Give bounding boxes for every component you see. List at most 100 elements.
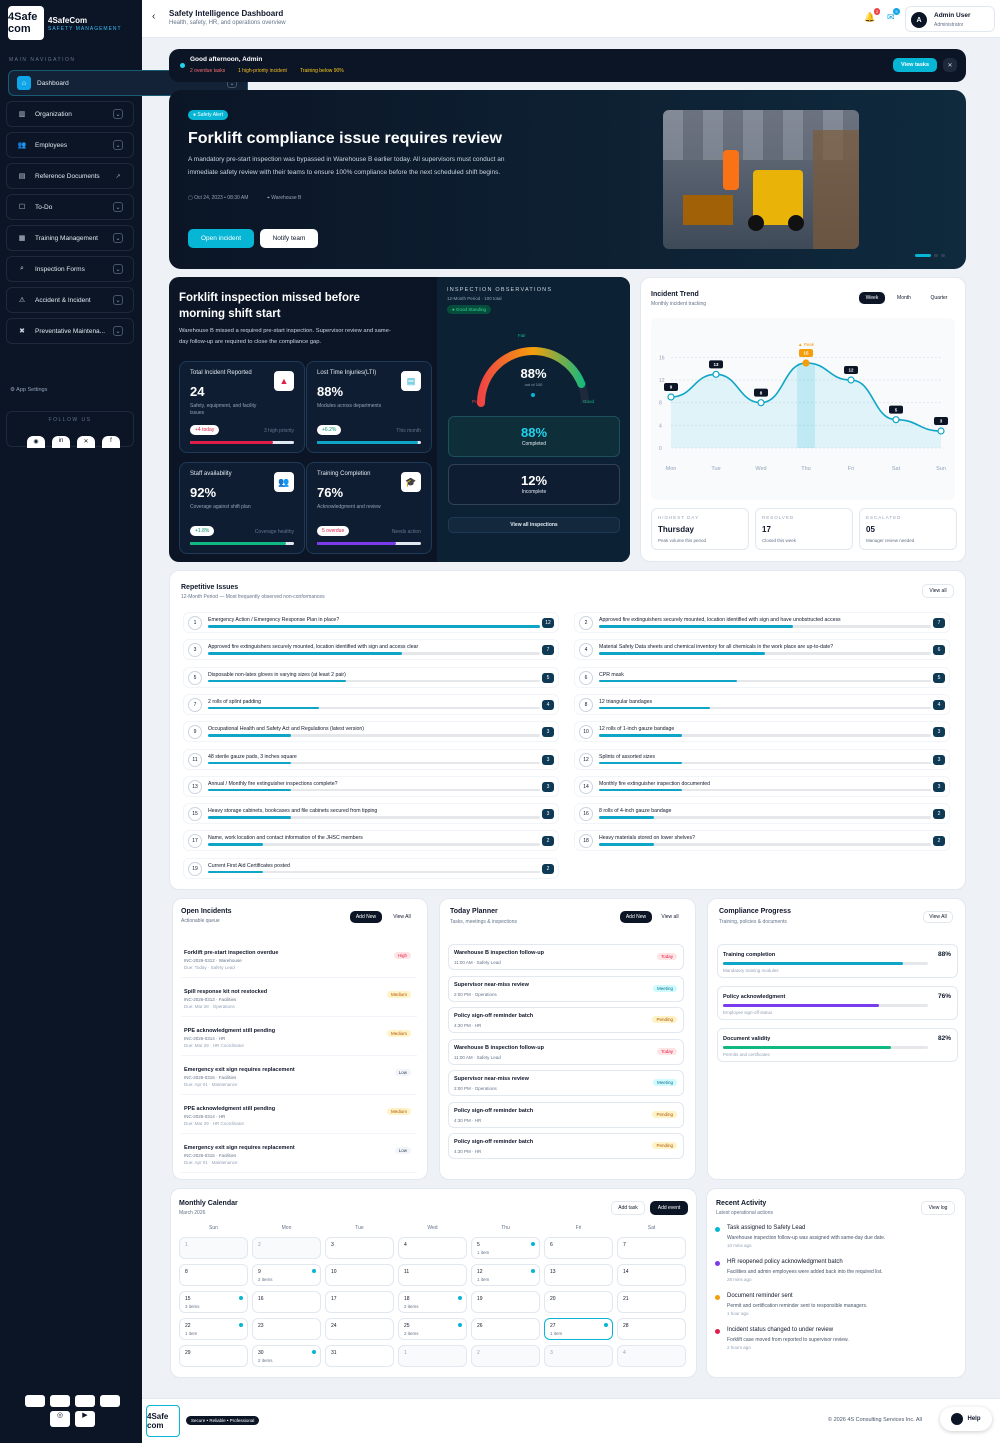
x-icon[interactable]: ✕ (77, 436, 95, 448)
add-new-task-button[interactable]: Add New (620, 911, 652, 923)
calendar-day[interactable]: 17 (325, 1291, 394, 1313)
list-item[interactable]: 17 Name, work location and contact inform… (183, 830, 559, 852)
planner-item[interactable]: Policy sign-off reminder batch 4:30 PM · … (448, 1101, 684, 1128)
tab-week[interactable]: Week (859, 292, 885, 304)
carousel-dot[interactable] (934, 254, 938, 257)
list-item[interactable]: 4 Material Safety Data sheets and chemica… (574, 639, 950, 661)
external-link-icon[interactable]: ↗ (115, 173, 121, 180)
calendar-day[interactable]: 10 (325, 1264, 394, 1286)
list-item[interactable]: 8 12 triangular bandages 4 (574, 693, 950, 715)
calendar-day[interactable]: 16 (252, 1291, 321, 1313)
incident-row[interactable]: Spill response kit not restocked INC-2026… (181, 985, 417, 1017)
list-item[interactable]: 15 Heavy storage cabinets, bookcases and … (183, 803, 559, 825)
view-all-button[interactable]: View all (922, 584, 954, 598)
brand-logo[interactable]: 4Safe com (8, 6, 44, 40)
calendar-day[interactable]: 23 (252, 1318, 321, 1340)
compliance-item[interactable]: Training completion 88% Mandatory training… (717, 944, 958, 978)
calendar-day[interactable]: 15 3 items (179, 1291, 248, 1313)
view-all-inspections-button[interactable]: View all inspections (448, 517, 620, 533)
messages-icon[interactable]: ✉ 5 (887, 8, 900, 22)
tab-quarter[interactable]: Quarter (930, 295, 948, 301)
calendar-day[interactable]: 8 (179, 1264, 248, 1286)
view-tasks-button[interactable]: View tasks (893, 58, 937, 72)
calendar-day[interactable]: 24 (325, 1318, 394, 1340)
chevron-down-icon[interactable]: ⌄ (113, 295, 123, 305)
social-button[interactable] (50, 1395, 70, 1407)
trend-point[interactable] (757, 399, 765, 407)
calendar-day[interactable]: 4 (617, 1345, 686, 1367)
back-arrow-icon[interactable]: ‹ (152, 11, 156, 22)
sidebar-item-6[interactable]: ⌕ Inspection Forms ⌄ (6, 256, 134, 282)
trend-point[interactable] (802, 359, 810, 367)
view-all-incidents-button[interactable]: View All (393, 914, 411, 920)
calendar-day[interactable]: 11 (398, 1264, 467, 1286)
planner-item[interactable]: Supervisor near-miss review 2:00 PM · Ope… (448, 1070, 684, 1096)
tab-month[interactable]: Month (897, 295, 911, 301)
view-log-button[interactable]: View log (921, 1201, 955, 1215)
close-icon[interactable]: ✕ (943, 58, 957, 72)
globe-icon[interactable]: ◉ (27, 436, 45, 448)
carousel-dot-active[interactable] (915, 254, 931, 257)
list-item[interactable]: 14 Monthly fire extinguisher inspection d… (574, 775, 950, 797)
notification-icon[interactable]: 🔔 2 (864, 8, 881, 22)
list-item[interactable]: 5 Disposable non-latex gloves in varying … (183, 666, 559, 688)
activity-item[interactable]: Task assigned to Safety Lead Warehouse in… (715, 1225, 955, 1255)
calendar-day[interactable]: 26 (471, 1318, 540, 1340)
calendar-day[interactable]: 29 (179, 1345, 248, 1367)
youtube-icon[interactable]: ▶ (75, 1411, 95, 1427)
calendar-day[interactable]: 6 (544, 1237, 613, 1259)
user-menu[interactable]: A Admin User Administrator (905, 6, 995, 32)
calendar-day[interactable]: 19 (471, 1291, 540, 1313)
chevron-down-icon[interactable]: ⌄ (113, 109, 123, 119)
incident-row[interactable]: Emergency exit sign requires replacement… (181, 1141, 417, 1173)
kpi-card[interactable]: Training Completion 76% Acknowledgment and… (306, 462, 432, 554)
list-item[interactable]: 11 48 sterile gauze pads, 3 inches square… (183, 748, 559, 770)
list-item[interactable]: 2 Approved fire extinguishers securely mo… (574, 612, 950, 633)
sidebar-item-1[interactable]: ▥ Organization ⌄ (6, 101, 134, 127)
kpi-card[interactable]: Lost Time Injuries(LTI) 88% Modules across… (306, 361, 432, 453)
add-new-incident-button[interactable]: Add New (350, 911, 382, 923)
list-item[interactable]: 18 Heavy materials stored on lower shelve… (574, 830, 950, 852)
calendar-day[interactable]: 12 1 item (471, 1264, 540, 1286)
incident-row[interactable]: Emergency exit sign requires replacement… (181, 1063, 417, 1095)
calendar-day[interactable]: 3 (544, 1345, 613, 1367)
chevron-down-icon[interactable]: ⌄ (113, 140, 123, 150)
sidebar-item-2[interactable]: 👥 Employees ⌄ (6, 132, 134, 158)
calendar-day[interactable]: 1 (398, 1345, 467, 1367)
incident-row[interactable]: PPE acknowledgment still pending INC-2026… (181, 1102, 417, 1134)
open-incident-button[interactable]: Open incident (188, 229, 254, 248)
activity-item[interactable]: HR reopened policy acknowledgment batch F… (715, 1259, 955, 1289)
app-settings-link[interactable]: ⚙ App Settings (10, 387, 48, 393)
kpi-card[interactable]: Total Incident Reported 24 Safety, equipme… (179, 361, 305, 453)
incident-row[interactable]: Forklift pre-start inspection overdue INC… (181, 946, 417, 978)
calendar-day[interactable]: 7 (617, 1237, 686, 1259)
social-button[interactable] (75, 1395, 95, 1407)
planner-item[interactable]: Policy sign-off reminder batch 4:30 PM · … (448, 1133, 684, 1159)
view-all-planner-button[interactable]: View all (661, 914, 679, 920)
social-button[interactable] (25, 1395, 45, 1407)
calendar-day[interactable]: 5 1 item (471, 1237, 540, 1259)
planner-item[interactable]: Supervisor near-miss review 2:00 PM · Ope… (448, 975, 684, 1002)
carousel-dot[interactable] (941, 254, 945, 257)
list-item[interactable]: 7 2 rolls of splint padding 4 (183, 693, 559, 715)
calendar-day[interactable]: 3 (325, 1237, 394, 1259)
sidebar-item-4[interactable]: ☐ To-Do ⌄ (6, 194, 134, 220)
calendar-day[interactable]: 14 (617, 1264, 686, 1286)
planner-item[interactable]: Policy sign-off reminder batch 4:30 PM · … (448, 1007, 684, 1033)
chevron-down-icon[interactable]: ⌄ (113, 202, 123, 212)
list-item[interactable]: 13 Annual / Monthly fire extinguisher ins… (183, 775, 559, 797)
trend-point[interactable] (892, 416, 900, 424)
calendar-day[interactable]: 9 2 items (252, 1264, 321, 1286)
chevron-down-icon[interactable]: ⌄ (113, 233, 123, 243)
calendar-day[interactable]: 2 (252, 1237, 321, 1259)
list-item[interactable]: 16 8 rolls of 4-inch gauze bandage 2 (574, 803, 950, 825)
trend-point[interactable] (847, 376, 855, 384)
sidebar-item-7[interactable]: ⚠ Accident & Incident ⌄ (6, 287, 134, 313)
calendar-day[interactable]: 28 (617, 1318, 686, 1340)
add-event-button[interactable]: Add event (650, 1201, 688, 1215)
calendar-day[interactable]: 2 (471, 1345, 540, 1367)
activity-item[interactable]: Document reminder sent Permit and certifi… (715, 1293, 955, 1323)
list-item[interactable]: 10 12 rolls of 1-inch gauze bandage 3 (574, 721, 950, 743)
trend-point[interactable] (712, 370, 720, 378)
list-item[interactable]: 9 Occupational Health and Safety Act and … (183, 721, 559, 743)
